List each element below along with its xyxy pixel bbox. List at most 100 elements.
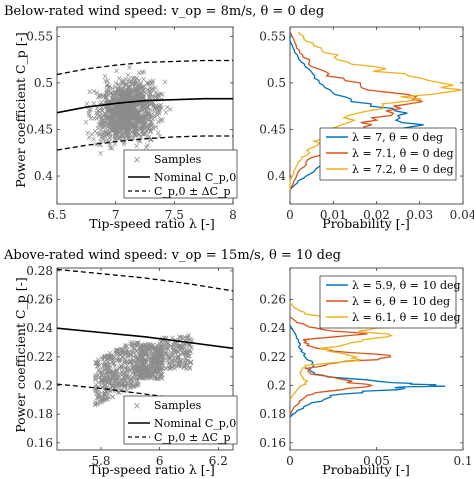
sample-point: × [121,122,128,131]
sample-point: × [123,348,130,357]
sample-point: × [109,96,116,105]
sample-point: × [112,136,119,145]
sample-point: × [97,130,104,139]
sample-point: × [132,115,139,124]
sample-point: × [129,112,136,121]
sample-point: × [136,351,143,360]
sample-point: × [92,140,99,149]
sample-point: × [105,130,112,139]
sample-point: × [122,124,129,133]
sample-point: × [116,113,123,122]
sample-point: × [100,135,107,144]
sample-point: × [110,106,117,115]
sample-point: × [110,124,117,133]
sample-point: × [171,364,178,373]
sample-point: × [115,371,122,380]
panel-3-axes: 5.8 6 6.20.160.180.20.220.240.260.28×× ××××… [26,264,234,468]
sample-point: × [103,388,110,397]
sample-point: × [135,113,142,122]
sample-point: × [153,354,160,363]
sample-point: × [112,130,119,139]
sample-point: × [132,368,139,377]
sample-point: × [147,368,154,377]
sample-point: × [161,340,168,349]
sample-point: × [149,370,156,379]
sample-point: × [97,93,104,102]
sample-point: × [147,367,154,376]
sample-point: × [147,127,154,136]
sample-point: × [111,347,118,356]
sample-point: × [113,118,120,127]
sample-point: × [101,376,108,385]
sample-point: × [162,364,169,373]
panel-1-frame [56,26,234,205]
sample-point: × [111,108,118,117]
sample-point: × [86,106,93,115]
sample-point: × [107,97,114,106]
sample-point: × [104,382,111,391]
sample-point: × [117,105,124,114]
sample-point: × [149,79,156,88]
sample-point: × [130,356,137,365]
sample-point: × [154,374,161,383]
sample-point: × [135,91,142,100]
sample-point: × [107,99,114,108]
sample-point: × [114,348,121,357]
sample-point: × [113,381,120,390]
sample-point: × [93,109,100,118]
sample-point: × [129,340,136,349]
sample-point: × [144,367,151,376]
sample-point: × [153,88,160,97]
sample-point: × [144,350,151,359]
sample-point: × [140,95,147,104]
sample-point: × [147,121,154,130]
sample-point: × [136,92,143,101]
sample-point: × [123,365,130,374]
sample-point: × [140,93,147,102]
sample-point: × [121,116,128,125]
sample-point: × [141,368,148,377]
sample-point: × [153,351,160,360]
sample-point: × [112,126,119,135]
sample-point: × [140,116,147,125]
sample-point: × [149,345,156,354]
sample-point: × [109,358,116,367]
sample-point: × [106,87,113,96]
sample-point: × [99,371,106,380]
sample-point: × [94,394,101,403]
sample-point: × [154,351,161,360]
sample-point: × [107,352,114,361]
sample-point: × [92,387,99,396]
sample-point: × [126,91,133,100]
sample-point: × [120,112,127,121]
sample-point: × [129,348,136,357]
sample-point: × [135,93,142,102]
sample-point: × [145,367,152,376]
sample-point: × [143,103,150,112]
sample-point: × [104,97,111,106]
sample-point: × [105,351,112,360]
sample-point: × [111,120,118,129]
sample-point: × [134,371,141,380]
sample-point: × [99,373,106,382]
sample-point: × [121,377,128,386]
sample-point: × [151,345,158,354]
sample-point: × [141,360,148,369]
sample-point: × [126,99,133,108]
sample-point: × [157,89,164,98]
sample-point: × [145,371,152,380]
sample-point: × [172,361,179,370]
legend-samples-marker: × [133,401,141,412]
sample-point: × [104,102,111,111]
sample-point: × [150,356,157,365]
sample-point: × [102,381,109,390]
sample-point: × [152,367,159,376]
sample-point: × [136,99,143,108]
sample-point: × [98,116,105,125]
sample-point: × [124,94,131,103]
sample-point: × [96,130,103,139]
sample-point: × [134,109,141,118]
sample-point: × [132,122,139,131]
sample-point: × [125,107,132,116]
sample-point: × [105,362,112,371]
